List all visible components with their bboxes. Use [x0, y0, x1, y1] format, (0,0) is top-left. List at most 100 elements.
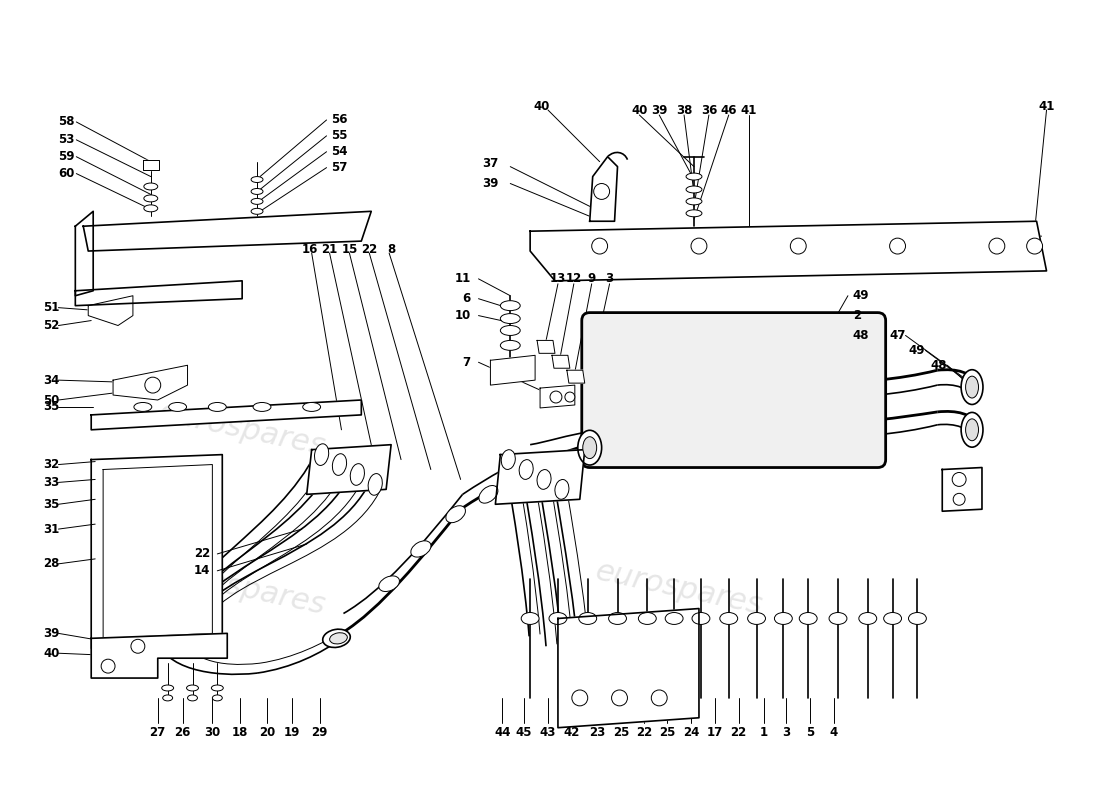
Ellipse shape	[332, 454, 346, 475]
Text: 22: 22	[636, 726, 652, 739]
Polygon shape	[75, 211, 94, 296]
Ellipse shape	[322, 630, 350, 647]
Ellipse shape	[748, 613, 766, 625]
Ellipse shape	[519, 460, 534, 479]
Ellipse shape	[686, 210, 702, 217]
Circle shape	[594, 183, 609, 199]
Text: 36: 36	[701, 103, 717, 117]
Text: 25: 25	[614, 726, 629, 739]
Ellipse shape	[144, 183, 157, 190]
Ellipse shape	[909, 613, 926, 625]
Circle shape	[651, 690, 668, 706]
Ellipse shape	[446, 506, 465, 522]
Ellipse shape	[253, 402, 271, 411]
Polygon shape	[540, 385, 575, 408]
Text: 35: 35	[44, 498, 59, 510]
Ellipse shape	[666, 613, 683, 625]
Text: 49: 49	[909, 344, 925, 357]
Ellipse shape	[187, 695, 198, 701]
Ellipse shape	[315, 444, 329, 466]
Text: 57: 57	[331, 161, 348, 174]
Text: 56: 56	[331, 114, 348, 126]
Text: 12: 12	[565, 272, 582, 286]
Circle shape	[691, 238, 707, 254]
Ellipse shape	[168, 402, 187, 411]
Text: 11: 11	[454, 272, 471, 286]
Ellipse shape	[583, 437, 596, 458]
Polygon shape	[495, 450, 585, 504]
Ellipse shape	[302, 402, 320, 411]
Text: 38: 38	[675, 103, 692, 117]
Polygon shape	[91, 634, 228, 678]
Text: 5: 5	[806, 726, 814, 739]
Ellipse shape	[608, 613, 627, 625]
Ellipse shape	[478, 486, 498, 503]
Ellipse shape	[208, 402, 227, 411]
Polygon shape	[552, 355, 570, 368]
Text: 50: 50	[44, 394, 59, 406]
Text: 60: 60	[58, 167, 75, 180]
Polygon shape	[75, 281, 242, 306]
Ellipse shape	[859, 613, 877, 625]
Polygon shape	[530, 222, 1046, 281]
Ellipse shape	[549, 613, 566, 625]
Ellipse shape	[368, 474, 383, 495]
Text: 51: 51	[44, 301, 59, 314]
Text: 26: 26	[175, 726, 190, 739]
Ellipse shape	[211, 685, 223, 691]
Text: 39: 39	[482, 177, 498, 190]
Text: 58: 58	[58, 115, 75, 129]
Text: 45: 45	[516, 726, 532, 739]
Text: 49: 49	[852, 290, 869, 302]
Ellipse shape	[251, 177, 263, 182]
Ellipse shape	[686, 198, 702, 205]
Text: eurospares: eurospares	[593, 398, 766, 462]
Text: 54: 54	[331, 146, 348, 158]
Text: 7: 7	[462, 356, 471, 369]
Polygon shape	[566, 370, 585, 383]
Ellipse shape	[378, 576, 399, 591]
Ellipse shape	[500, 301, 520, 310]
Circle shape	[565, 392, 575, 402]
Circle shape	[550, 391, 562, 403]
Text: 32: 32	[44, 458, 59, 471]
Text: 22: 22	[194, 547, 210, 561]
Circle shape	[572, 690, 587, 706]
Text: 37: 37	[482, 157, 498, 170]
Text: 31: 31	[44, 522, 59, 535]
Ellipse shape	[638, 613, 657, 625]
Ellipse shape	[578, 430, 602, 465]
Text: 35: 35	[44, 401, 59, 414]
Text: 39: 39	[651, 103, 668, 117]
Polygon shape	[91, 454, 222, 648]
Text: 53: 53	[58, 134, 75, 146]
Ellipse shape	[500, 314, 520, 323]
Text: 30: 30	[205, 726, 220, 739]
Ellipse shape	[521, 613, 539, 625]
Ellipse shape	[144, 205, 157, 212]
Circle shape	[953, 473, 966, 486]
Text: 44: 44	[494, 726, 510, 739]
Text: 47: 47	[889, 329, 905, 342]
Text: 52: 52	[44, 319, 59, 332]
Text: 19: 19	[284, 726, 300, 739]
Text: 22: 22	[361, 242, 377, 255]
Text: 55: 55	[331, 130, 348, 142]
Circle shape	[790, 238, 806, 254]
Polygon shape	[103, 465, 212, 638]
Ellipse shape	[350, 464, 364, 486]
Ellipse shape	[579, 613, 596, 625]
Text: 1: 1	[759, 726, 768, 739]
Ellipse shape	[800, 613, 817, 625]
Text: eurospares: eurospares	[156, 557, 329, 621]
Ellipse shape	[500, 326, 520, 335]
Text: 43: 43	[540, 726, 557, 739]
Text: 59: 59	[58, 150, 75, 163]
Text: 22: 22	[730, 726, 747, 739]
Ellipse shape	[251, 198, 263, 204]
Ellipse shape	[966, 419, 979, 441]
Ellipse shape	[554, 479, 569, 499]
Ellipse shape	[162, 685, 174, 691]
Polygon shape	[943, 467, 982, 511]
Text: 39: 39	[44, 627, 59, 640]
